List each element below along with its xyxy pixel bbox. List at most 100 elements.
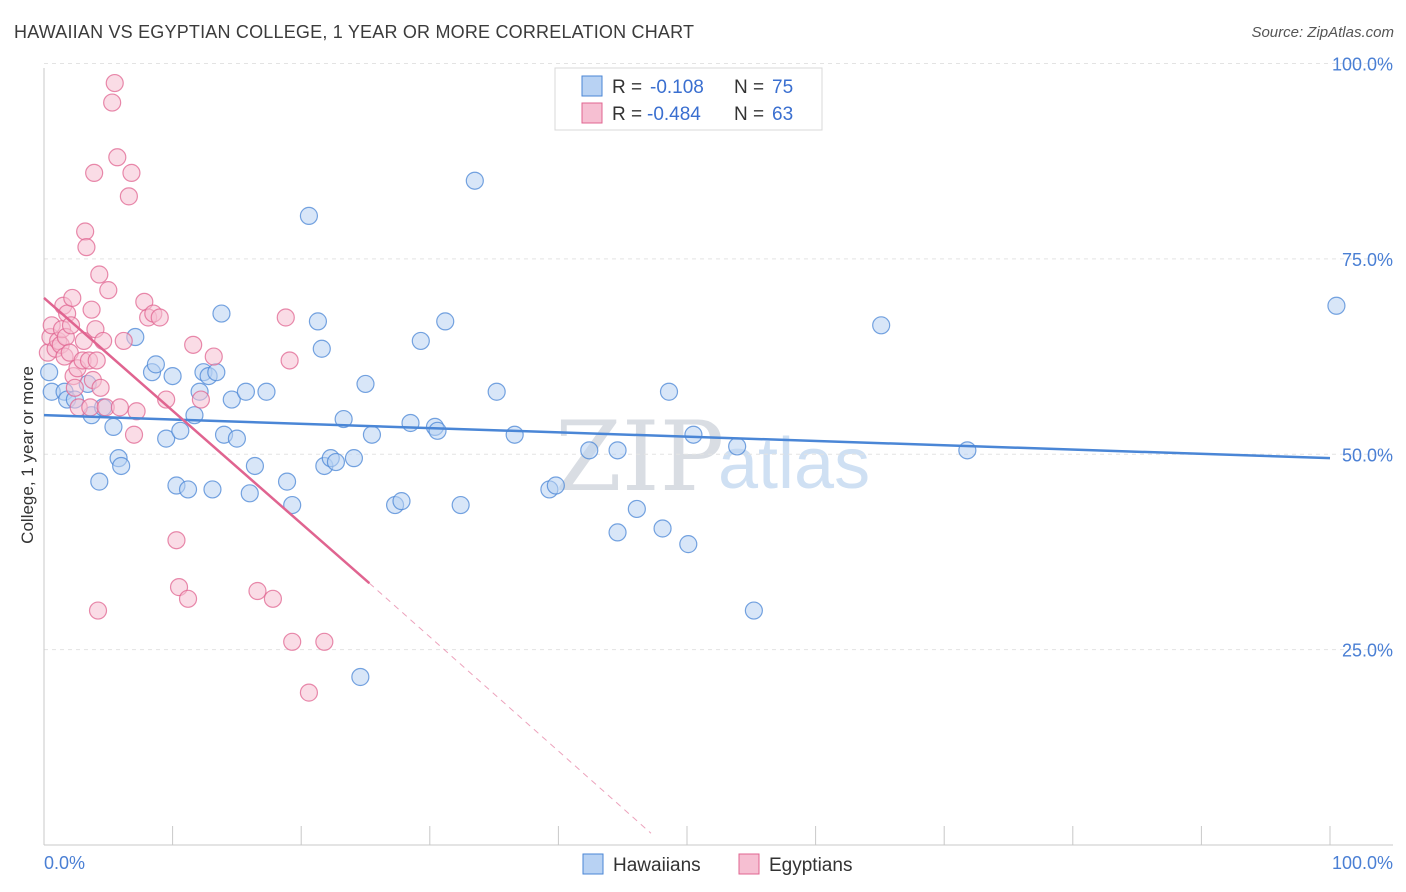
axes: [43, 68, 1393, 846]
hawaiians-point-65: [659, 382, 679, 401]
egyptians-point-38: [110, 398, 129, 417]
bottom-legend-label-egyptians: Egyptians: [769, 855, 852, 876]
egyptians-point-15: [65, 378, 84, 397]
legend-swatch-hawaiians: [581, 75, 603, 97]
egyptians-point-53: [191, 390, 210, 409]
egyptians-point-39: [114, 331, 133, 351]
hawaiians-point-62: [608, 441, 627, 460]
hawaiians-point-43: [344, 449, 364, 468]
chart-title: HAWAIIAN VS EGYPTIAN COLLEGE, 1 YEAR OR …: [14, 22, 695, 42]
egyptians-point-55: [248, 581, 267, 601]
y-tick-label-100: 100.0%: [1332, 55, 1393, 75]
gridlines: [44, 63, 1393, 651]
hawaiians-point-59: [546, 476, 565, 495]
legend-n-label-hawaiians: N =: [734, 77, 764, 98]
egyptians-point-35: [103, 93, 122, 112]
egyptians-point-54: [204, 347, 223, 366]
egyptians-point-56: [263, 589, 283, 608]
hawaiians-point-35: [283, 495, 302, 515]
egyptians-point-12: [61, 316, 81, 335]
egyptians-trend-extension: [369, 582, 652, 834]
hawaiians-point-60: [580, 441, 599, 460]
egyptians-point-60: [299, 683, 319, 702]
hawaiians-point-54: [451, 495, 470, 515]
egyptians-point-29: [88, 601, 108, 620]
egyptians-point-34: [99, 281, 118, 300]
y-tick-label-50: 50.0%: [1342, 445, 1393, 465]
egyptians-point-49: [167, 531, 186, 550]
x-tick-label-left: 0.0%: [44, 853, 85, 873]
hawaiians-point-24: [203, 480, 222, 499]
watermark-zip: ZIP: [555, 401, 724, 513]
hawaiians-point-38: [312, 339, 331, 358]
hawaiians-point-49: [401, 413, 420, 433]
egyptians-point-57: [276, 308, 295, 327]
hawaiians-point-42: [334, 409, 353, 429]
hawaiians-point-37: [308, 312, 328, 331]
egyptians-point-52: [184, 335, 203, 354]
hawaiians-point-25: [207, 363, 226, 382]
egyptians-trend-line: [43, 297, 371, 585]
trend-lines: [43, 297, 1331, 834]
hawaiians-point-71: [958, 441, 977, 460]
egyptians-point-47: [150, 308, 169, 327]
hawaiians-point-57: [505, 425, 524, 444]
egyptians-point-20: [76, 222, 95, 241]
hawaiians-point-19: [178, 480, 198, 499]
hawaiians-point-28: [222, 390, 241, 409]
hawaiians-point-55: [465, 171, 484, 190]
legend-n-value-egyptians: 63: [772, 104, 793, 125]
legend-swatch-egyptians: [581, 102, 603, 124]
hawaiians-point-44: [351, 667, 370, 687]
hawaiians-point-16: [163, 367, 182, 386]
hawaiians-point-10: [112, 456, 131, 476]
hawaiians-point-61: [608, 523, 627, 542]
egyptians-point-31: [91, 378, 110, 397]
egyptians-point-13: [63, 288, 82, 308]
egyptians-point-24: [82, 300, 101, 319]
hawaiians-point-14: [146, 355, 165, 374]
egyptians-point-30: [90, 265, 109, 284]
egyptians-point-42: [124, 425, 144, 444]
hawaiians-point-0: [40, 363, 59, 382]
hawaiians-point-29: [227, 429, 246, 448]
series-legend: Hawaiians Egyptians: [582, 853, 852, 876]
egyptians-point-26: [85, 163, 104, 183]
egyptians-point-37: [108, 148, 127, 167]
egyptians-point-28: [87, 351, 106, 370]
egyptians-point-61: [315, 632, 334, 651]
hawaiians-point-36: [299, 206, 319, 225]
hawaiians-point-70: [872, 316, 891, 335]
hawaiians-point-8: [104, 417, 123, 436]
hawaiians-point-56: [487, 382, 506, 401]
hawaiians-point-67: [684, 425, 703, 444]
egyptians-point-32: [94, 331, 113, 351]
stats-legend: R = -0.108 N = 75 R = -0.484 N = 63: [554, 67, 823, 131]
hawaiians-point-30: [236, 382, 256, 401]
hawaiians-point-64: [653, 519, 672, 538]
watermark-atlas: atlas: [718, 424, 870, 504]
hawaiians-point-18: [171, 421, 190, 440]
legend-n-label-egyptians: N =: [734, 104, 764, 125]
hawaiians-point-63: [627, 499, 646, 519]
legend-r-value-egyptians: -0.484: [647, 104, 701, 125]
data-points: [38, 73, 1346, 702]
hawaiians-point-33: [257, 382, 276, 401]
egyptians-point-36: [105, 73, 124, 93]
egyptians-point-21: [77, 238, 96, 257]
source-label: Source: ZipAtlas.com: [1251, 24, 1394, 41]
hawaiians-point-41: [326, 452, 346, 472]
hawaiians-point-31: [240, 484, 259, 503]
hawaiians-point-50: [411, 331, 430, 351]
egyptians-point-43: [127, 402, 146, 421]
bottom-legend-label-hawaiians: Hawaiians: [613, 855, 701, 876]
egyptians-point-51: [178, 589, 198, 608]
egyptians-point-40: [119, 187, 138, 206]
hawaiians-point-68: [728, 437, 747, 456]
x-tick-label-right: 100.0%: [1332, 853, 1393, 873]
hawaiians-trend-line: [43, 413, 1331, 460]
hawaiians-point-32: [245, 456, 265, 476]
egyptians-point-41: [122, 163, 141, 183]
hawaiians-point-26: [212, 304, 231, 323]
